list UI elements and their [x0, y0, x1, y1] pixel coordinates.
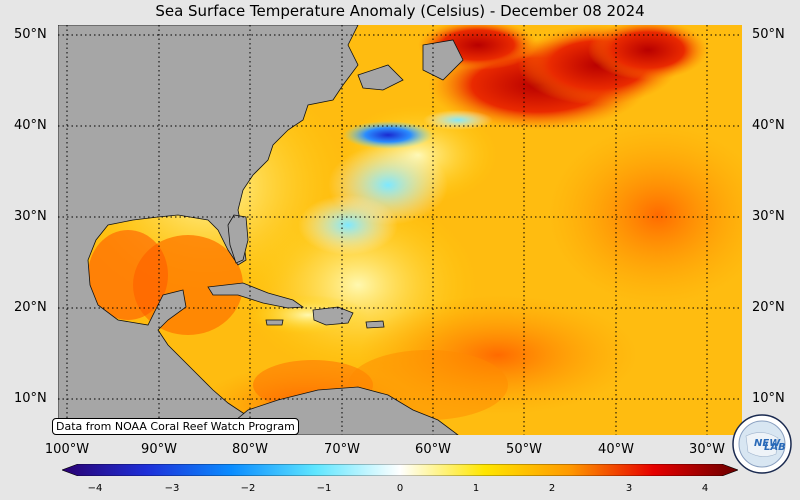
logo-text-lab: LAB — [764, 442, 786, 453]
colorbar-tick-4: 4 — [701, 483, 709, 494]
data-credit-label: Data from NOAA Coral Reef Watch Program — [52, 418, 299, 435]
lat-label-20n-right: 20°N — [752, 300, 785, 315]
lat-label-40n-right: 40°N — [752, 118, 785, 133]
colorbar-tick-m3: −3 — [164, 483, 180, 494]
lat-label-50n-left: 50°N — [14, 27, 47, 42]
colorbar-tick-m2: −2 — [240, 483, 256, 494]
north-america — [58, 25, 359, 435]
lat-label-40n-left: 40°N — [14, 118, 47, 133]
sst-anomaly-map — [58, 25, 742, 435]
colorbar-tick-2: 2 — [548, 483, 556, 494]
lon-label-70w: 70°W — [324, 442, 360, 457]
lon-label-90w: 90°W — [141, 442, 177, 457]
graticule — [58, 25, 742, 435]
nova-scotia — [357, 64, 404, 91]
lon-label-50w: 50°W — [506, 442, 542, 457]
lat-label-10n-right: 10°N — [752, 391, 785, 406]
lat-label-30n-right: 30°N — [752, 209, 785, 224]
jamaica — [265, 319, 284, 326]
colorbar — [62, 464, 738, 476]
colorbar-tick-m1: −1 — [316, 483, 332, 494]
lon-label-60w: 60°W — [415, 442, 451, 457]
cuba — [207, 282, 305, 309]
lat-label-20n-left: 20°N — [14, 300, 47, 315]
colorbar-tick-3: 3 — [625, 483, 633, 494]
lat-label-50n-right: 50°N — [752, 27, 785, 42]
colorbar-tick-0: 0 — [396, 483, 404, 494]
hispaniola — [312, 306, 354, 326]
lon-label-30w: 30°W — [689, 442, 725, 457]
map-title: Sea Surface Temperature Anomaly (Celsius… — [155, 2, 645, 20]
lat-label-10n-left: 10°N — [14, 391, 47, 406]
logo-text-new: NEW — [754, 438, 781, 449]
newlab-logo: NEW LAB — [732, 414, 792, 474]
colorbar-tick-m4: −4 — [87, 483, 103, 494]
lon-label-100w: 100°W — [44, 442, 90, 457]
lat-label-30n-left: 30°N — [14, 209, 47, 224]
puerto-rico — [365, 320, 385, 329]
map-canvas — [58, 25, 742, 435]
lon-label-80w: 80°W — [232, 442, 268, 457]
florida — [227, 214, 249, 264]
lon-label-40w: 40°W — [598, 442, 634, 457]
colorbar-tick-1: 1 — [472, 483, 480, 494]
